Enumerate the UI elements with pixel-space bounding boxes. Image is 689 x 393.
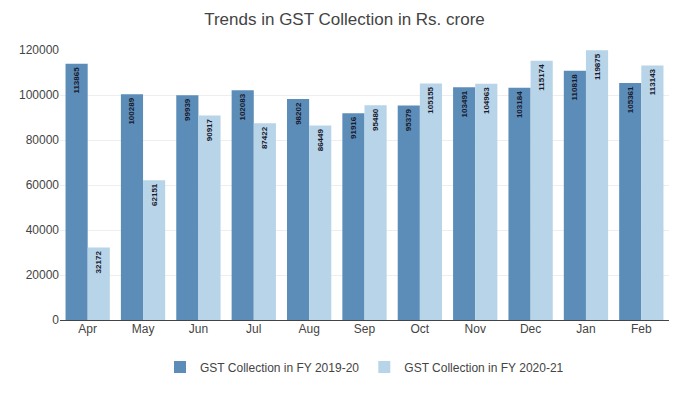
svg-text:62151: 62151 <box>150 183 159 206</box>
svg-text:Apr: Apr <box>78 322 97 336</box>
svg-text:Trends in GST Collection in Rs: Trends in GST Collection in Rs. crore <box>204 10 485 29</box>
svg-text:32172: 32172 <box>94 251 103 274</box>
svg-text:May: May <box>132 322 155 336</box>
svg-text:110818: 110818 <box>570 74 579 101</box>
svg-text:113143: 113143 <box>648 68 657 95</box>
svg-text:115174: 115174 <box>537 64 546 91</box>
svg-text:102083: 102083 <box>238 93 247 120</box>
svg-text:80000: 80000 <box>26 133 60 147</box>
svg-text:GST Collection in FY 2019-20: GST Collection in FY 2019-20 <box>200 361 359 375</box>
svg-text:100000: 100000 <box>19 88 59 102</box>
svg-text:Jun: Jun <box>189 322 208 336</box>
svg-text:20000: 20000 <box>26 268 60 282</box>
svg-text:113865: 113865 <box>72 67 81 94</box>
svg-text:0: 0 <box>52 313 59 327</box>
svg-text:95480: 95480 <box>371 108 380 131</box>
svg-text:119875: 119875 <box>593 53 602 80</box>
svg-text:105155: 105155 <box>426 86 435 113</box>
svg-text:95379: 95379 <box>404 108 413 131</box>
svg-text:86449: 86449 <box>316 128 325 151</box>
svg-text:60000: 60000 <box>26 178 60 192</box>
svg-text:Dec: Dec <box>520 322 541 336</box>
svg-text:98202: 98202 <box>294 102 303 125</box>
svg-text:105361: 105361 <box>626 86 635 113</box>
svg-text:103491: 103491 <box>460 90 469 117</box>
svg-text:91916: 91916 <box>349 116 358 139</box>
svg-text:Aug: Aug <box>298 322 319 336</box>
svg-text:103184: 103184 <box>515 91 524 118</box>
svg-text:100289: 100289 <box>127 97 136 124</box>
svg-text:Nov: Nov <box>465 322 486 336</box>
svg-text:40000: 40000 <box>26 223 60 237</box>
svg-text:99939: 99939 <box>183 98 192 121</box>
svg-text:120000: 120000 <box>19 43 59 57</box>
svg-text:Jan: Jan <box>576 322 595 336</box>
svg-text:Jul: Jul <box>246 322 261 336</box>
svg-text:Feb: Feb <box>631 322 652 336</box>
svg-text:Oct: Oct <box>411 322 430 336</box>
svg-text:Sep: Sep <box>354 322 376 336</box>
svg-text:87422: 87422 <box>260 126 269 149</box>
svg-text:GST Collection in FY 2020-21: GST Collection in FY 2020-21 <box>404 361 563 375</box>
svg-text:90917: 90917 <box>205 118 214 141</box>
svg-text:104963: 104963 <box>482 87 491 114</box>
